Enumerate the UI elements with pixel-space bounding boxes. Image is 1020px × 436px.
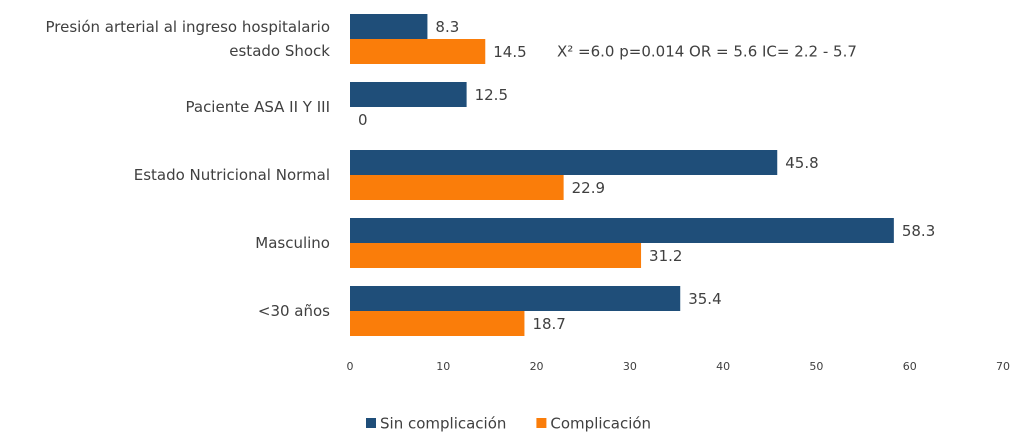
data-label: 31.2 [649, 247, 682, 265]
bar [350, 311, 525, 336]
legend-label: Sin complicación [380, 415, 506, 433]
x-tick-label: 30 [623, 360, 637, 373]
data-label: 8.3 [435, 18, 459, 36]
x-tick-label: 40 [716, 360, 730, 373]
y-tick-label: Masculino [255, 234, 330, 252]
bar [350, 243, 642, 268]
data-label: 14.5 [493, 43, 526, 61]
bar [350, 175, 564, 200]
data-label: 22.9 [572, 179, 605, 197]
legend-label: Complicación [550, 415, 651, 433]
bar [350, 39, 486, 64]
y-tick-label: Paciente ASA II Y III [185, 98, 331, 116]
data-label: 45.8 [785, 154, 818, 172]
bar [350, 82, 467, 107]
y-tick-label: Estado Nutricional Normal [133, 166, 330, 184]
y-tick-label: Presión arterial al ingreso hospitalario… [45, 18, 331, 60]
data-label: 12.5 [475, 86, 508, 104]
x-tick-label: 50 [809, 360, 823, 373]
x-tick-label: 0 [347, 360, 354, 373]
data-label: 18.7 [532, 315, 565, 333]
annotation: X² =6.0 p=0.014 OR = 5.6 IC= 2.2 - 5.7 [557, 43, 857, 61]
x-tick-label: 70 [996, 360, 1010, 373]
legend-swatch [536, 418, 547, 428]
bar [350, 218, 894, 243]
bar [350, 14, 428, 39]
data-label: 58.3 [902, 222, 935, 240]
x-tick-label: 10 [436, 360, 450, 373]
bar [350, 150, 778, 175]
data-label: 35.4 [688, 290, 721, 308]
x-tick-label: 20 [530, 360, 544, 373]
y-tick-label: <30 años [257, 302, 330, 320]
bar [350, 286, 681, 311]
x-tick-label: 60 [903, 360, 917, 373]
legend-swatch [366, 418, 376, 428]
data-label: 0 [358, 111, 368, 129]
